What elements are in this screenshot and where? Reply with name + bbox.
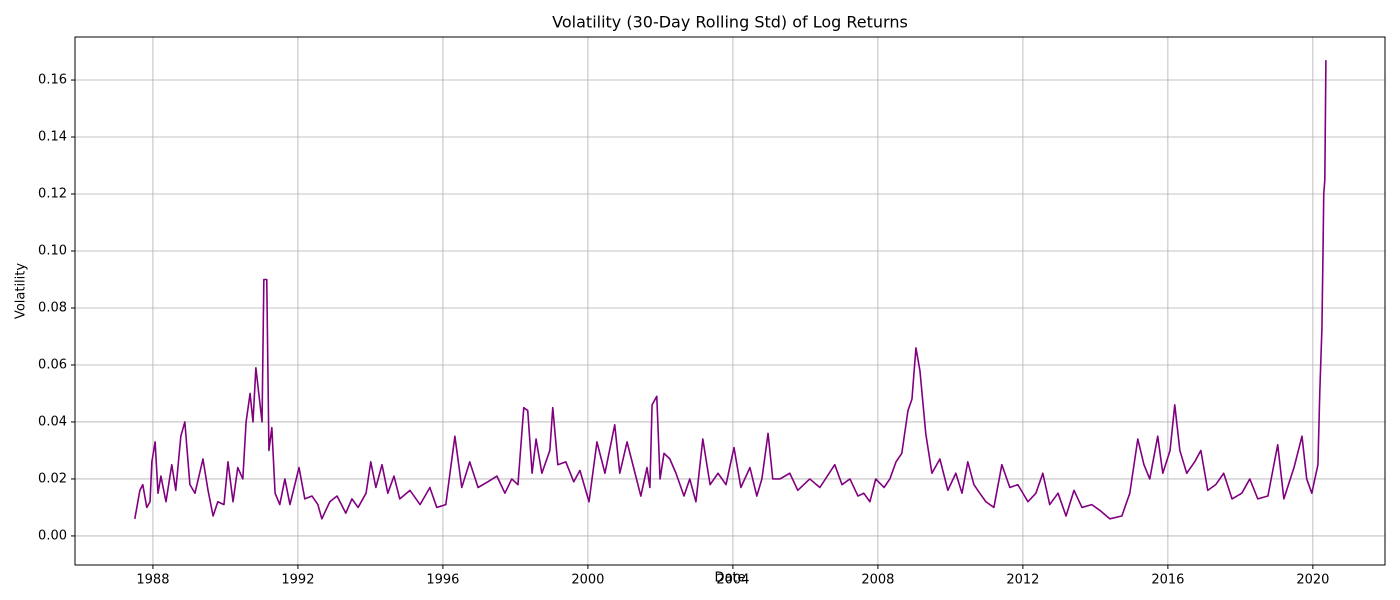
x-tick-label: 2016 — [1151, 573, 1184, 588]
x-tick-label: 2004 — [716, 573, 749, 588]
x-tick-label: 2008 — [861, 573, 894, 588]
y-tick-label: 0.02 — [38, 471, 67, 486]
volatility-line — [134, 60, 1327, 520]
x-tick-label: 1996 — [426, 573, 459, 588]
x-axis-label: Date — [714, 571, 745, 586]
y-tick-label: 0.12 — [38, 187, 67, 202]
y-axis-label: Volatility — [14, 263, 29, 319]
y-tick-label: 0.08 — [38, 300, 67, 315]
y-tick-label: 0.16 — [38, 73, 67, 88]
y-tick-label: 0.00 — [38, 528, 67, 543]
x-tick-label: 2020 — [1296, 573, 1329, 588]
chart-title: Volatility (30-Day Rolling Std) of Log R… — [552, 13, 908, 32]
plot-frame — [74, 36, 1386, 566]
x-tick-label: 1988 — [136, 573, 169, 588]
x-tick-label: 1992 — [281, 573, 314, 588]
x-tick-label: 2012 — [1006, 573, 1039, 588]
y-tick-label: 0.04 — [38, 414, 67, 429]
y-tick-label: 0.14 — [38, 130, 67, 145]
y-tick-label: 0.10 — [38, 243, 67, 258]
x-tick-label: 2000 — [571, 573, 604, 588]
y-tick-label: 0.06 — [38, 357, 67, 372]
